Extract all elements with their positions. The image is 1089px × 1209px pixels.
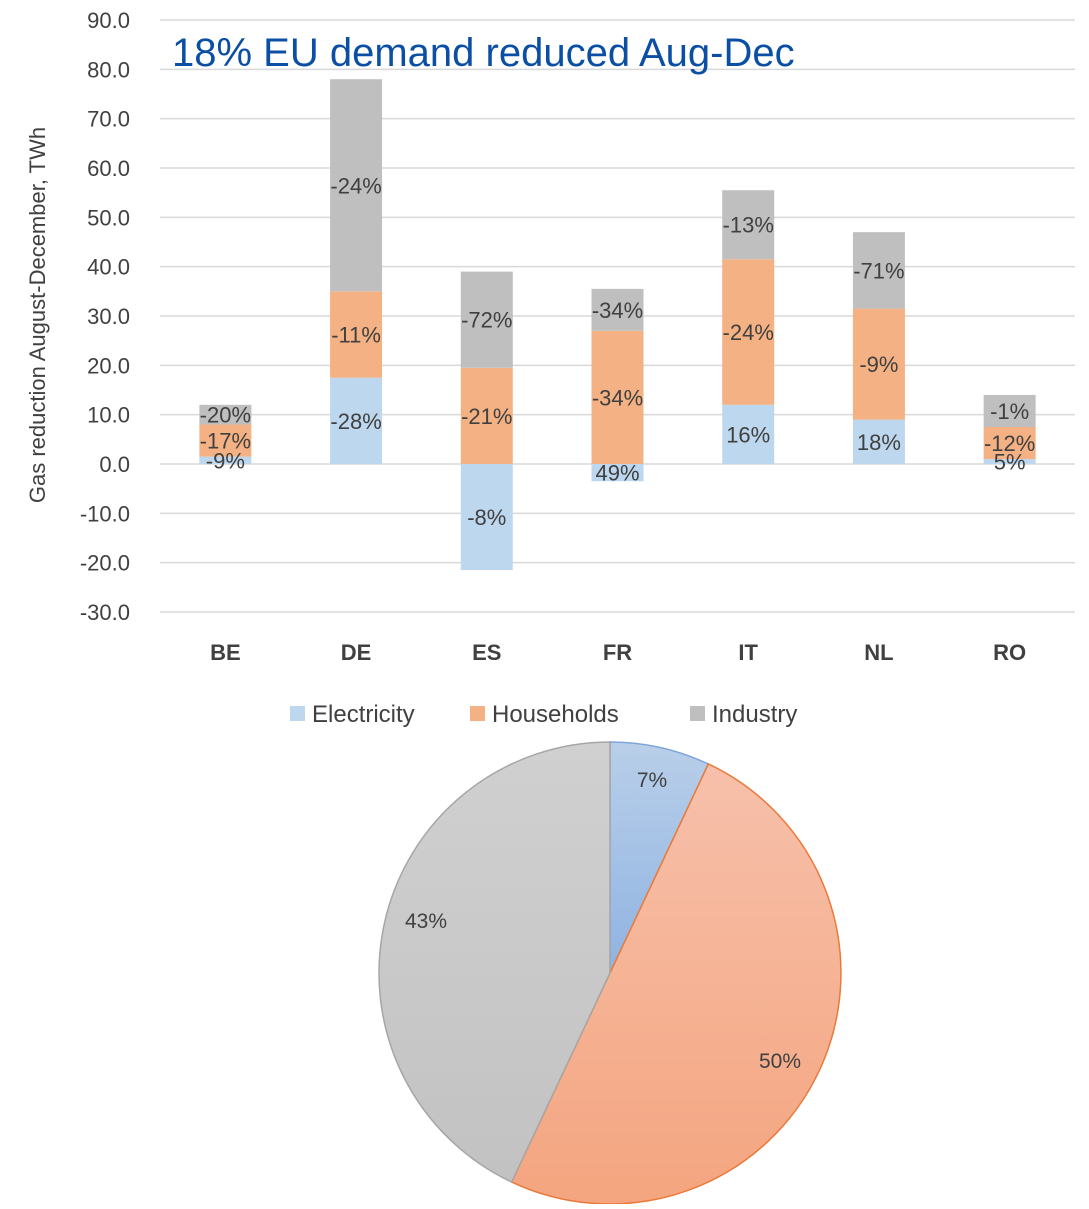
y-tick-label: 10.0	[87, 403, 130, 428]
data-label: 5%	[994, 450, 1026, 475]
x-tick-label: IT	[738, 640, 758, 665]
data-label: -24%	[723, 320, 774, 345]
data-label: -20%	[200, 403, 251, 428]
x-tick-label: ES	[472, 640, 501, 665]
legend: Electricity Households Industry	[290, 701, 797, 728]
data-label: -28%	[330, 409, 381, 434]
data-label: -21%	[461, 404, 512, 429]
bar-segment-electricity-de	[330, 377, 383, 464]
bar-segment-electricity-be	[199, 456, 252, 464]
y-tick-label: 60.0	[87, 156, 130, 181]
y-axis-label: Gas reduction August-December, TWh	[25, 127, 50, 503]
bar-segment-households-fr	[591, 330, 644, 464]
bar-segment-households-es	[460, 367, 513, 464]
bar-segment-households-be	[199, 424, 252, 457]
data-label: -24%	[330, 173, 381, 198]
legend-label-electricity: Electricity	[312, 701, 415, 728]
pie-slice-electricity	[609, 741, 710, 974]
gridlines	[160, 19, 1075, 613]
y-axis-ticks: 90.0 80.0 70.0 60.0 50.0 40.0 30.0 20.0 10.0 0.0 -…	[80, 8, 130, 625]
bar-segment-industry-de	[330, 79, 383, 292]
pie-label-households: 50%	[759, 1050, 801, 1073]
bar-segment-industry-be	[199, 404, 252, 425]
y-tick-label: 40.0	[87, 255, 130, 280]
bar-segment-households-de	[330, 291, 383, 378]
pie-slice-industry	[378, 741, 611, 1184]
y-tick-label: 90.0	[87, 8, 130, 33]
data-label: -34%	[592, 298, 643, 323]
bar-segment-industry-nl	[852, 232, 905, 309]
data-label: -8%	[467, 505, 506, 530]
data-label: -1%	[990, 399, 1029, 424]
bar-segment-industry-it	[722, 190, 775, 260]
bar-segment-electricity-nl	[852, 419, 905, 464]
data-label: 18%	[857, 430, 901, 455]
data-label: -9%	[206, 448, 245, 473]
legend-label-households: Households	[492, 701, 619, 728]
legend-swatch-households	[470, 706, 485, 721]
data-label: -17%	[200, 429, 251, 454]
x-tick-label: NL	[864, 640, 893, 665]
chart-title: 18% EU demand reduced Aug-Dec	[172, 31, 795, 75]
bar-segment-industry-fr	[591, 288, 644, 331]
y-tick-label: 20.0	[87, 353, 130, 378]
legend-swatch-electricity	[290, 706, 305, 721]
data-label: -72%	[461, 308, 512, 333]
bar-segment-electricity-fr	[591, 464, 644, 482]
bar-segment-electricity-it	[722, 404, 775, 464]
data-label: -12%	[984, 431, 1035, 456]
legend-label-industry: Industry	[712, 701, 797, 728]
bar-segment-households-ro	[983, 427, 1036, 460]
y-tick-label: 30.0	[87, 304, 130, 329]
y-tick-label: -10.0	[80, 501, 130, 526]
x-tick-label: BE	[210, 640, 241, 665]
x-tick-label: RO	[993, 640, 1026, 665]
pie-label-electricity: 7%	[637, 769, 667, 792]
bars: -9%-17%-20% -28%-11%-24%-8%-21%-72%49%-34…	[199, 79, 1036, 571]
data-label: -9%	[859, 352, 898, 377]
data-label: 16%	[726, 422, 770, 447]
x-axis-categories: BE DE ES FR IT NL RO	[210, 640, 1026, 665]
legend-swatch-industry	[690, 706, 705, 721]
data-label: -34%	[592, 385, 643, 410]
x-tick-label: FR	[603, 640, 632, 665]
bar-segment-industry-es	[460, 271, 513, 368]
bar-segment-households-it	[722, 259, 775, 405]
data-label: -11%	[331, 323, 381, 348]
y-tick-label: 50.0	[87, 205, 130, 230]
pie-chart: 7% 50% 43%	[378, 741, 842, 1205]
pie-label-industry: 43%	[405, 910, 447, 933]
y-tick-label: -30.0	[80, 600, 130, 625]
bar-segment-industry-ro	[983, 394, 1036, 427]
bar-segment-households-nl	[852, 308, 905, 420]
y-tick-label: 70.0	[87, 107, 130, 132]
bar-segment-electricity-ro	[983, 459, 1036, 464]
data-label: -71%	[853, 258, 904, 283]
x-tick-label: DE	[341, 640, 372, 665]
y-tick-label: -20.0	[80, 551, 130, 576]
y-tick-label: 80.0	[87, 57, 130, 82]
bar-segment-electricity-es	[460, 464, 513, 571]
data-label: -13%	[723, 213, 774, 238]
data-label: 49%	[595, 461, 639, 486]
y-tick-label: 0.0	[99, 452, 130, 477]
